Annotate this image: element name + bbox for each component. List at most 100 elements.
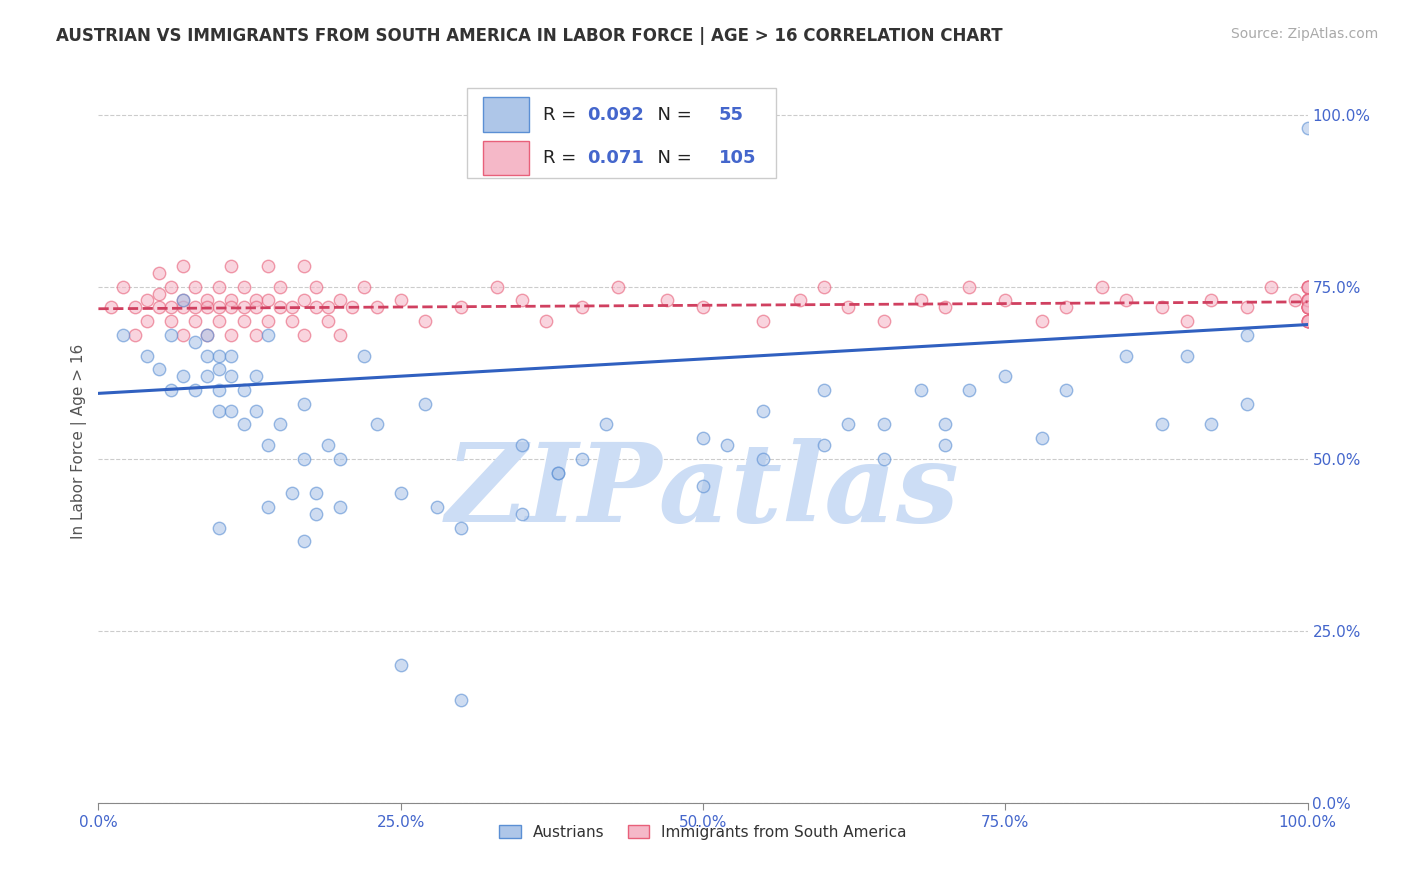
Point <box>934 417 956 432</box>
Text: 105: 105 <box>718 149 756 167</box>
Point <box>292 327 315 342</box>
Point <box>160 314 183 328</box>
Point <box>160 301 183 315</box>
FancyBboxPatch shape <box>482 97 529 132</box>
Point <box>1091 279 1114 293</box>
Point <box>305 507 328 521</box>
FancyBboxPatch shape <box>467 87 776 178</box>
Point <box>873 417 896 432</box>
Point <box>1296 314 1319 328</box>
Point <box>245 301 267 315</box>
Point <box>269 417 291 432</box>
Point <box>547 466 569 480</box>
Point <box>813 383 835 397</box>
Point <box>221 293 243 308</box>
Point <box>195 369 218 384</box>
Point <box>1296 314 1319 328</box>
Point <box>873 314 896 328</box>
Point <box>232 279 254 293</box>
Point <box>413 397 436 411</box>
Point <box>184 314 207 328</box>
Point <box>221 301 243 315</box>
Point <box>195 349 218 363</box>
Point <box>1296 293 1319 308</box>
Point <box>1236 327 1258 342</box>
Point <box>172 327 194 342</box>
Point <box>534 314 557 328</box>
Point <box>256 293 278 308</box>
Point <box>1296 301 1319 315</box>
Point <box>256 314 278 328</box>
Point <box>305 279 328 293</box>
Point <box>195 327 218 342</box>
Text: 0.071: 0.071 <box>586 149 644 167</box>
Point <box>208 362 231 376</box>
Point <box>547 466 569 480</box>
Point <box>124 301 146 315</box>
Point <box>316 438 339 452</box>
Point <box>292 534 315 549</box>
FancyBboxPatch shape <box>482 141 529 176</box>
Point <box>1296 314 1319 328</box>
Point <box>426 500 449 514</box>
Point <box>910 383 932 397</box>
Point <box>1115 293 1137 308</box>
Point <box>486 279 509 293</box>
Point <box>160 279 183 293</box>
Point <box>124 327 146 342</box>
Point <box>245 293 267 308</box>
Point <box>172 301 194 315</box>
Point <box>1296 301 1319 315</box>
Point <box>195 293 218 308</box>
Point <box>607 279 630 293</box>
Point <box>160 327 183 342</box>
Point <box>111 327 134 342</box>
Point <box>510 438 533 452</box>
Point <box>510 507 533 521</box>
Point <box>245 369 267 384</box>
Legend: Austrians, Immigrants from South America: Austrians, Immigrants from South America <box>494 819 912 846</box>
Point <box>692 479 714 493</box>
Point <box>450 692 472 706</box>
Point <box>1031 431 1053 445</box>
Point <box>1296 301 1319 315</box>
Point <box>232 301 254 315</box>
Point <box>366 301 388 315</box>
Point <box>837 301 859 315</box>
Point <box>305 486 328 500</box>
Point <box>957 383 980 397</box>
Point <box>1152 301 1174 315</box>
Point <box>752 314 775 328</box>
Point <box>195 301 218 315</box>
Point <box>934 301 956 315</box>
Point <box>1054 301 1077 315</box>
Point <box>1175 314 1198 328</box>
Point <box>292 451 315 466</box>
Point <box>256 438 278 452</box>
Point <box>221 369 243 384</box>
Point <box>1284 293 1306 308</box>
Point <box>571 301 593 315</box>
Point <box>389 293 412 308</box>
Point <box>342 301 364 315</box>
Point <box>873 451 896 466</box>
Point <box>269 279 291 293</box>
Point <box>1296 301 1319 315</box>
Point <box>148 301 170 315</box>
Point <box>232 417 254 432</box>
Text: Source: ZipAtlas.com: Source: ZipAtlas.com <box>1230 27 1378 41</box>
Point <box>353 279 375 293</box>
Point <box>353 349 375 363</box>
Point <box>1296 279 1319 293</box>
Point <box>450 301 472 315</box>
Point <box>208 403 231 417</box>
Point <box>292 397 315 411</box>
Point <box>1054 383 1077 397</box>
Point <box>269 301 291 315</box>
Point <box>1152 417 1174 432</box>
Point <box>316 314 339 328</box>
Point <box>1236 397 1258 411</box>
Point <box>1296 293 1319 308</box>
Point <box>752 451 775 466</box>
Point <box>752 403 775 417</box>
